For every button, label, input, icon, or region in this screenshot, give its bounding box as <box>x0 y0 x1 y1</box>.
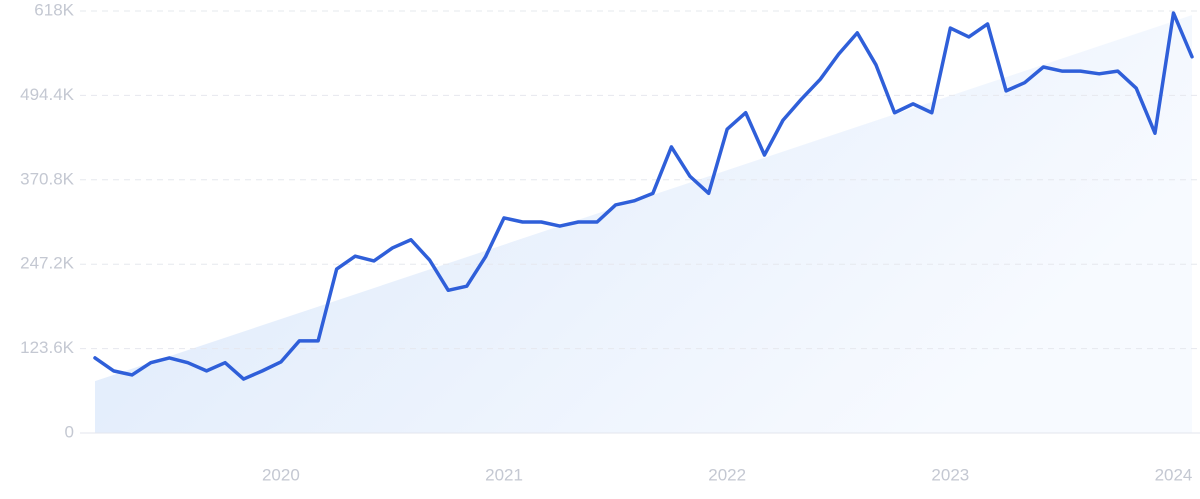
x-tick-label: 2023 <box>931 465 969 484</box>
y-tick-label: 494.4K <box>20 85 75 104</box>
x-tick-label: 2020 <box>262 465 300 484</box>
x-tick-label: 2021 <box>485 465 523 484</box>
y-tick-label: 618K <box>34 0 74 19</box>
y-tick-label: 247.2K <box>20 254 75 273</box>
y-tick-label: 123.6K <box>20 338 75 357</box>
x-tick-label: 2024 <box>1155 465 1193 484</box>
trend-area <box>95 15 1192 434</box>
y-tick-label: 0 <box>65 422 74 441</box>
y-tick-label: 370.8K <box>20 169 75 188</box>
x-tick-label: 2022 <box>708 465 746 484</box>
line <box>93 11 1194 381</box>
